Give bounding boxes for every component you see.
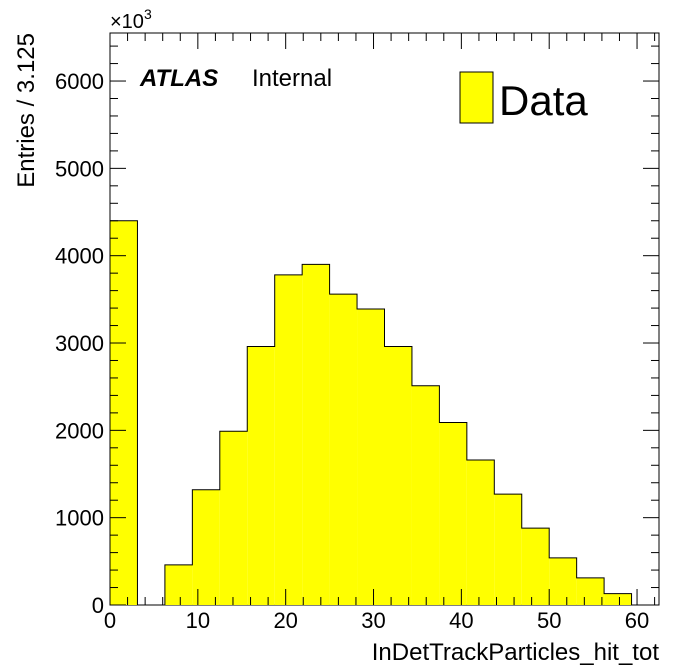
histogram-outline bbox=[109, 220, 659, 606]
y-tick-label: 2000 bbox=[55, 418, 104, 443]
atlas-label: ATLAS bbox=[139, 65, 218, 92]
histogram-bar bbox=[192, 489, 220, 605]
histogram-bar bbox=[384, 346, 412, 605]
histogram-bar bbox=[604, 593, 632, 605]
histogram-bar bbox=[576, 577, 605, 605]
histogram-bar bbox=[302, 264, 330, 605]
x-axis-title: InDetTrackParticles_hit_tot bbox=[372, 639, 660, 666]
y-axis-title: Entries / 3.125 bbox=[13, 33, 40, 188]
x-tick-label: 20 bbox=[273, 608, 297, 633]
histogram-bar bbox=[357, 308, 385, 605]
histogram-bar bbox=[439, 422, 467, 605]
y-tick-label: 4000 bbox=[55, 244, 104, 269]
histogram-bar bbox=[411, 385, 440, 605]
y-tick-label: 1000 bbox=[55, 506, 104, 531]
histogram-bar bbox=[521, 528, 550, 605]
y-axis-ticks: 0 1000 2000 3000 4000 5000 6000 bbox=[55, 45, 659, 618]
histogram-bar bbox=[164, 564, 193, 605]
histogram-bar bbox=[549, 557, 577, 605]
y-tick-label: 3000 bbox=[55, 331, 104, 356]
y-tick-label: 6000 bbox=[55, 69, 104, 94]
y-tick-label: 5000 bbox=[55, 156, 104, 181]
legend-swatch bbox=[459, 71, 494, 124]
histogram-bar bbox=[329, 294, 358, 605]
x-axis-ticks: 0 10 20 30 40 50 60 bbox=[104, 33, 656, 633]
x-tick-label: 60 bbox=[625, 608, 649, 633]
y-axis-multiplier: ×103 bbox=[110, 6, 152, 33]
x-tick-label: 30 bbox=[361, 608, 385, 633]
histogram-bar bbox=[274, 274, 303, 605]
histogram-bar bbox=[247, 346, 275, 605]
x-tick-label: 10 bbox=[186, 608, 210, 633]
internal-label: Internal bbox=[252, 65, 332, 92]
histogram-bars bbox=[109, 220, 659, 606]
histogram-bar bbox=[466, 460, 495, 605]
x-tick-label: 0 bbox=[104, 608, 116, 633]
x-tick-label: 40 bbox=[449, 608, 473, 633]
x-tick-label: 50 bbox=[537, 608, 561, 633]
y-tick-label: 0 bbox=[92, 593, 104, 618]
legend-label: Data bbox=[499, 77, 588, 124]
histogram-bar bbox=[219, 431, 248, 605]
histogram-bar bbox=[494, 494, 522, 605]
